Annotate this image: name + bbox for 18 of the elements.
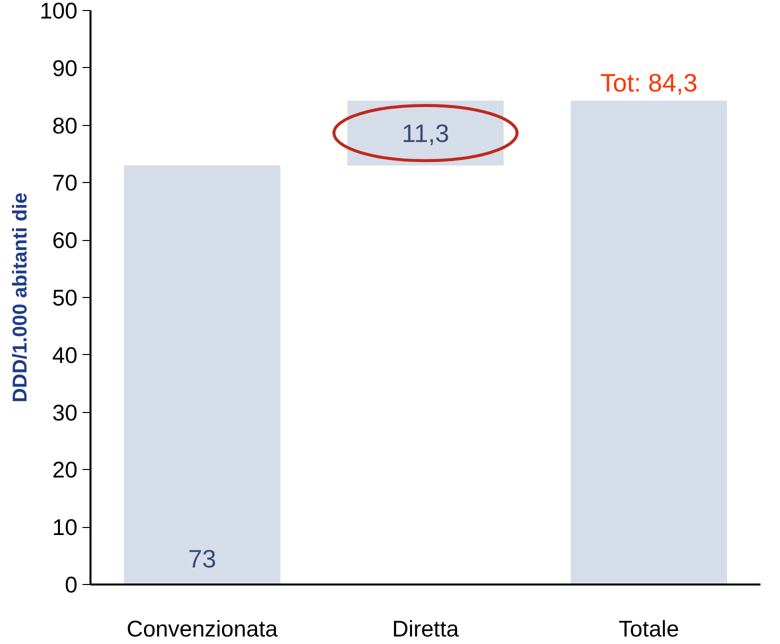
y-tick-label: 60 bbox=[52, 227, 78, 254]
data-label: 11,3 bbox=[402, 120, 450, 148]
y-tick-label: 90 bbox=[52, 54, 78, 81]
x-tick-label: Totale bbox=[618, 616, 680, 642]
x-tick-label: Convenzionata bbox=[126, 616, 278, 642]
y-tick-label: 70 bbox=[52, 170, 78, 196]
y-tick-label: 50 bbox=[52, 284, 78, 310]
data-label: Tot: 84,3 bbox=[600, 70, 698, 98]
y-tick-label: 30 bbox=[52, 399, 78, 426]
y-tick-label: 40 bbox=[52, 342, 78, 368]
y-tick-label: 80 bbox=[52, 112, 78, 138]
y-tick-label: 10 bbox=[52, 514, 78, 540]
x-tick-label: Diretta bbox=[392, 616, 460, 642]
y-tick-label: 20 bbox=[52, 456, 78, 483]
y-axis-title: DDD/1.000 abitanti die bbox=[10, 192, 32, 403]
data-label: 73 bbox=[188, 545, 216, 574]
y-tick-label: 0 bbox=[64, 572, 78, 598]
y-tick-label: 100 bbox=[40, 0, 78, 24]
